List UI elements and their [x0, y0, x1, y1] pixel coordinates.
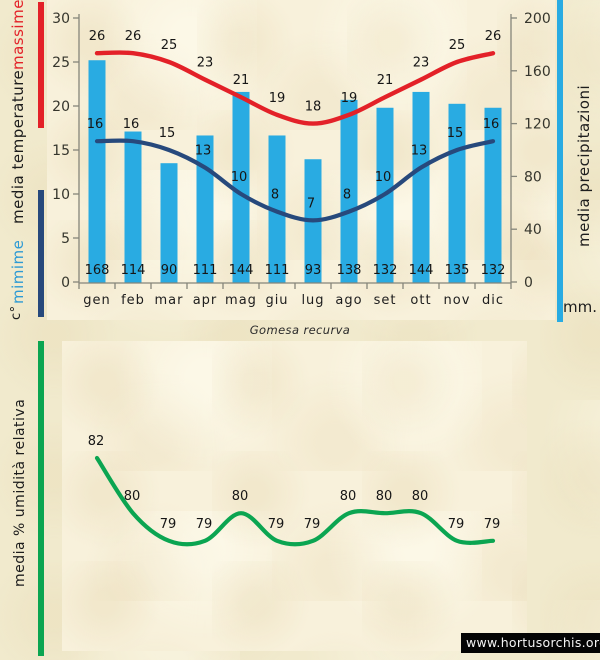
min-temp-value: 10 — [231, 170, 248, 185]
right-axis-tick-label: 0 — [524, 275, 533, 291]
humidity-value: 82 — [88, 434, 105, 449]
humidity-value: 79 — [448, 517, 465, 532]
precip-value: 111 — [193, 263, 218, 278]
climate-chart-canvas: 30 25 20 15 10 5 0 200 160 120 80 40 0 genfebmaraprma… — [0, 0, 600, 660]
humidity-value: 80 — [232, 489, 249, 504]
month-label: giu — [265, 293, 288, 308]
month-label: apr — [193, 293, 218, 308]
humidity-value: 79 — [196, 517, 213, 532]
min-temp-value: 13 — [195, 144, 212, 159]
precip-value: 144 — [229, 263, 254, 278]
month-label: feb — [121, 293, 145, 308]
humidity-value: 79 — [160, 517, 177, 532]
min-temp-value: 15 — [159, 126, 176, 141]
precip-value: 111 — [265, 263, 290, 278]
precip-value: 114 — [121, 263, 146, 278]
month-label: lug — [301, 293, 324, 308]
month-label: gen — [83, 293, 111, 308]
month-label: mar — [155, 293, 184, 308]
month-label: nov — [444, 293, 471, 308]
left-axis-tick-label: 20 — [52, 99, 70, 115]
max-temp-value: 21 — [377, 73, 394, 88]
precip-value: 168 — [85, 263, 110, 278]
max-temp-value: 21 — [233, 73, 250, 88]
left-axis-tick-label: 30 — [52, 11, 70, 27]
month-label: ago — [335, 293, 362, 308]
precip-bar — [413, 92, 430, 283]
max-temp-value: 26 — [485, 29, 502, 44]
left-axis-tick-label: 0 — [61, 275, 70, 291]
precip-value: 93 — [305, 263, 322, 278]
humidity-value: 80 — [124, 489, 141, 504]
precip-value: 135 — [445, 263, 470, 278]
precip-bar — [89, 60, 106, 283]
precip-value: 90 — [161, 263, 178, 278]
precip-bar — [485, 108, 502, 283]
right-axis-tick-label: 120 — [524, 117, 551, 133]
month-label: set — [374, 293, 397, 308]
min-temp-value: 15 — [447, 126, 464, 141]
max-temp-value: 19 — [269, 91, 286, 106]
max-temp-value: 23 — [413, 56, 430, 71]
humidity-value: 79 — [304, 517, 321, 532]
max-temp-value: 23 — [197, 56, 214, 71]
max-temp-line — [97, 53, 493, 124]
precip-value: 138 — [337, 263, 362, 278]
month-label: ott — [410, 293, 431, 308]
left-axis-tick-label: 5 — [61, 231, 70, 247]
max-temp-value: 26 — [125, 29, 142, 44]
watermark-badge: www.hortusorchis.org — [461, 633, 600, 653]
min-temp-line — [97, 141, 493, 221]
month-label: dic — [482, 293, 504, 308]
right-axis-tick-label: 200 — [524, 11, 551, 27]
min-temp-value: 13 — [411, 144, 428, 159]
humidity-value: 79 — [484, 517, 501, 532]
max-temp-value: 25 — [449, 38, 466, 53]
min-temp-value: 8 — [343, 188, 351, 203]
min-temp-value: 16 — [123, 117, 140, 132]
humidity-value: 80 — [340, 489, 357, 504]
humidity-line — [97, 458, 493, 544]
left-axis-tick-label: 10 — [52, 187, 70, 203]
max-temp-value: 19 — [341, 91, 358, 106]
precip-value: 132 — [481, 263, 506, 278]
climate-diagram-page: massime media temperature mimime c° medi… — [0, 0, 600, 660]
precip-bar — [125, 132, 142, 283]
precip-value: 132 — [373, 263, 398, 278]
min-temp-value: 8 — [271, 188, 279, 203]
humidity-value: 80 — [412, 489, 429, 504]
max-temp-value: 25 — [161, 38, 178, 53]
min-temp-value: 7 — [307, 196, 315, 211]
humidity-value: 79 — [268, 517, 285, 532]
min-temp-value: 16 — [483, 117, 500, 132]
max-temp-value: 26 — [89, 29, 106, 44]
min-temp-value: 16 — [87, 117, 104, 132]
month-label: mag — [225, 293, 257, 308]
precip-value: 144 — [409, 263, 434, 278]
max-temp-value: 18 — [305, 100, 322, 115]
right-axis-tick-label: 160 — [524, 64, 551, 80]
right-axis-tick-label: 80 — [524, 169, 542, 185]
left-axis-tick-label: 15 — [52, 143, 70, 159]
min-temp-value: 10 — [375, 170, 392, 185]
humidity-value: 80 — [376, 489, 393, 504]
right-axis-tick-label: 40 — [524, 222, 542, 238]
left-axis-tick-label: 25 — [52, 55, 70, 71]
